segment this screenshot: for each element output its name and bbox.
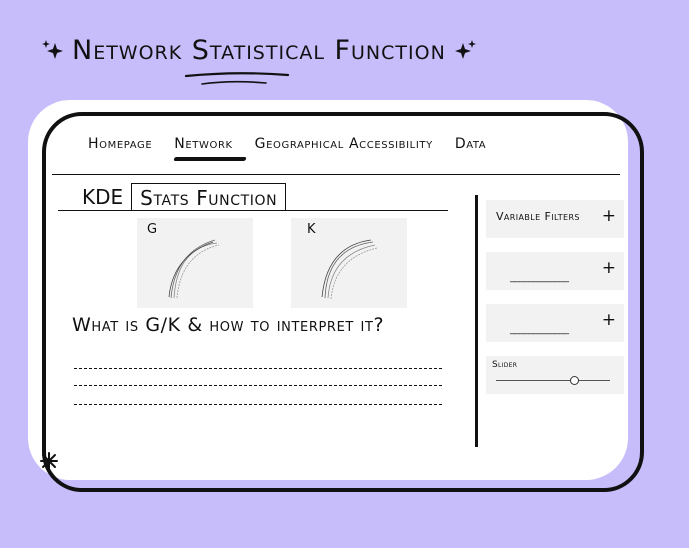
- filter-placeholder: _____________: [510, 272, 569, 283]
- plus-icon[interactable]: +: [601, 206, 616, 226]
- plus-icon[interactable]: +: [601, 310, 616, 330]
- slider-label: Slider: [492, 360, 518, 370]
- filter-placeholder: _____________: [510, 324, 569, 335]
- g-plot-label: G: [147, 222, 158, 237]
- k-plot-label: K: [307, 222, 316, 237]
- slider-box: Slider: [486, 356, 624, 394]
- filter-field[interactable]: _____________ +: [486, 252, 624, 290]
- sparkle-icon: [42, 40, 63, 59]
- sidebar-divider: [475, 195, 478, 447]
- app-window-frame: [42, 112, 644, 492]
- nav-item-geographical-accessibility[interactable]: Geographical Accessibility: [254, 136, 433, 152]
- k-function-plot: [291, 218, 407, 308]
- nav-active-indicator: [173, 157, 248, 161]
- top-nav: Homepage Network Geographical Accessibil…: [88, 132, 487, 161]
- title-underline-decoration: [184, 72, 290, 85]
- g-function-curves: [168, 239, 220, 299]
- content-tabs: KDE Stats Function: [78, 183, 287, 211]
- filter-field[interactable]: _____________ +: [486, 304, 624, 342]
- nav-item-network[interactable]: Network: [173, 136, 248, 161]
- slider-track[interactable]: [496, 380, 610, 381]
- text-placeholder-line: [74, 404, 442, 405]
- plus-icon[interactable]: +: [601, 258, 616, 278]
- k-function-curves: [321, 239, 378, 300]
- tab-kde[interactable]: KDE: [82, 185, 124, 209]
- nav-item-data[interactable]: Data: [454, 136, 487, 152]
- variable-filters-box: Variable Filters +: [486, 200, 624, 238]
- asterisk-icon: [40, 452, 58, 470]
- tab-stats-function[interactable]: Stats Function: [131, 183, 287, 211]
- sparkle-icon: [454, 40, 476, 59]
- text-placeholder-line: [74, 368, 442, 369]
- g-function-plot: [137, 218, 253, 308]
- slider-thumb[interactable]: [569, 376, 579, 385]
- nav-item-homepage[interactable]: Homepage: [88, 136, 153, 152]
- nav-item-network-label: Network: [174, 136, 233, 152]
- text-placeholder-line: [74, 385, 442, 386]
- explanation-heading: What is G/K & how to interpret it?: [72, 314, 385, 336]
- tab-divider: [58, 210, 448, 211]
- variable-filters-label: Variable Filters: [496, 210, 580, 223]
- page-title: Network Statistical Function: [72, 34, 446, 66]
- page-header: Network Statistical Function: [40, 30, 478, 70]
- nav-divider: [52, 174, 620, 175]
